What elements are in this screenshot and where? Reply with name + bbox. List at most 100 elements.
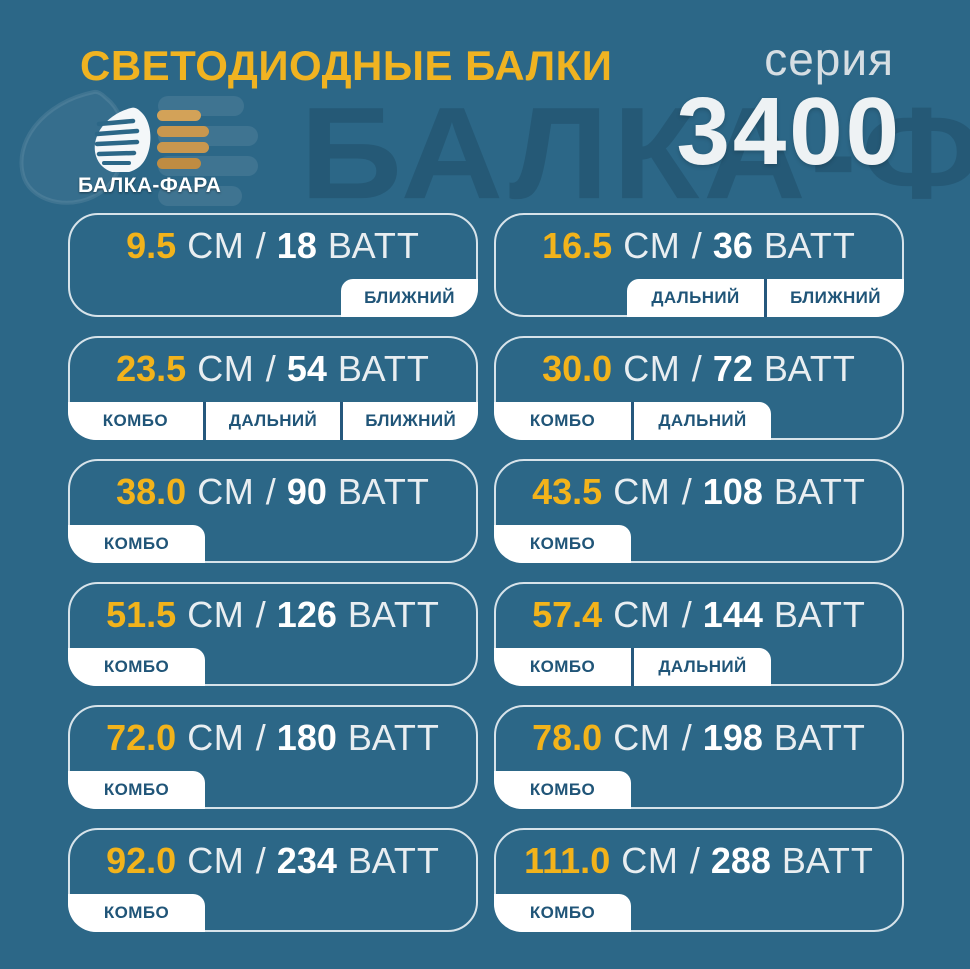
watt-value: 54 [286, 348, 327, 389]
beam-tags: КОМБО [68, 771, 205, 809]
headlight-icon [94, 107, 209, 172]
card-spec: 9.5 СМ / 18 ВАТТ [70, 215, 476, 277]
beam-tag: КОМБО [103, 534, 170, 553]
beam-tag: ДАЛЬНИЙ [651, 288, 740, 307]
beam-tags: КОМБО [68, 894, 205, 932]
product-card: 43.5 СМ / 108 ВАТТ КОМБО [494, 459, 904, 563]
watt-value: 18 [276, 225, 317, 266]
brand-name: БАЛКА-ФАРА [78, 174, 222, 197]
watt-unit: ВАТТ [347, 840, 440, 881]
size-value: 111.0 [524, 840, 611, 881]
product-card: 9.5 СМ / 18 ВАТТ БЛИЖНИЙ [68, 213, 478, 317]
size-unit: СМ [613, 471, 671, 512]
size-unit: СМ [613, 717, 671, 758]
card-spec: 78.0 СМ / 198 ВАТТ [496, 707, 902, 769]
card-spec: 57.4 СМ / 144 ВАТТ [496, 584, 902, 646]
separator: / [691, 348, 702, 389]
watt-unit: ВАТТ [773, 717, 866, 758]
size-unit: СМ [187, 717, 245, 758]
separator: / [255, 225, 266, 266]
size-value: 72.0 [106, 717, 177, 758]
size-value: 43.5 [532, 471, 603, 512]
product-card: 30.0 СМ / 72 ВАТТ КОМБО ДАЛЬНИЙ [494, 336, 904, 440]
beam-tag: БЛИЖНИЙ [340, 402, 478, 440]
watt-value: 288 [710, 840, 771, 881]
size-unit: СМ [623, 348, 681, 389]
watt-value: 36 [712, 225, 753, 266]
beam-tags: КОМБО [68, 525, 205, 563]
product-card: 38.0 СМ / 90 ВАТТ КОМБО [68, 459, 478, 563]
size-unit: СМ [613, 594, 671, 635]
card-spec: 92.0 СМ / 234 ВАТТ [70, 830, 476, 892]
watt-unit: ВАТТ [347, 594, 440, 635]
beam-tag: КОМБО [529, 657, 596, 676]
watt-value: 90 [286, 471, 327, 512]
size-unit: СМ [197, 471, 255, 512]
card-spec: 51.5 СМ / 126 ВАТТ [70, 584, 476, 646]
separator: / [265, 348, 276, 389]
beam-tag: ДАЛЬНИЙ [202, 402, 341, 440]
separator: / [681, 471, 692, 512]
watt-unit: ВАТТ [337, 471, 430, 512]
product-card: 72.0 СМ / 180 ВАТТ КОМБО [68, 705, 478, 809]
beam-tags: ДАЛЬНИЙ БЛИЖНИЙ [627, 279, 904, 317]
watt-value: 198 [702, 717, 763, 758]
series-label: серия [764, 33, 894, 85]
card-spec: 23.5 СМ / 54 ВАТТ [70, 338, 476, 400]
beam-tag: КОМБО [103, 657, 170, 676]
product-card: 92.0 СМ / 234 ВАТТ КОМБО [68, 828, 478, 932]
watt-unit: ВАТТ [347, 717, 440, 758]
watt-value: 72 [712, 348, 753, 389]
watt-unit: ВАТТ [773, 471, 866, 512]
separator: / [255, 594, 266, 635]
watt-unit: ВАТТ [773, 594, 866, 635]
beam-tag: ДАЛЬНИЙ [631, 648, 771, 686]
beam-tag: КОМБО [529, 780, 596, 799]
watt-unit: ВАТТ [763, 348, 856, 389]
card-spec: 16.5 СМ / 36 ВАТТ [496, 215, 902, 277]
beam-tag: КОМБО [103, 780, 170, 799]
watt-value: 108 [702, 471, 763, 512]
separator: / [255, 840, 266, 881]
size-value: 16.5 [542, 225, 613, 266]
size-value: 92.0 [106, 840, 177, 881]
size-value: 57.4 [532, 594, 603, 635]
size-value: 9.5 [126, 225, 177, 266]
product-card: 111.0 СМ / 288 ВАТТ КОМБО [494, 828, 904, 932]
product-card: 51.5 СМ / 126 ВАТТ КОМБО [68, 582, 478, 686]
beam-tags: КОМБО ДАЛЬНИЙ [494, 648, 771, 686]
watt-unit: ВАТТ [763, 225, 856, 266]
separator: / [691, 225, 702, 266]
card-spec: 30.0 СМ / 72 ВАТТ [496, 338, 902, 400]
beam-tags: КОМБО [494, 525, 631, 563]
card-spec: 43.5 СМ / 108 ВАТТ [496, 461, 902, 523]
page-title: СВЕТОДИОДНЫЕ БАЛКИ [80, 42, 613, 89]
watt-value: 234 [276, 840, 337, 881]
size-unit: СМ [197, 348, 255, 389]
brand-logo: БАЛКА-ФАРА [78, 106, 221, 198]
size-unit: СМ [621, 840, 679, 881]
product-card: 16.5 СМ / 36 ВАТТ ДАЛЬНИЙ БЛИЖНИЙ [494, 213, 904, 317]
product-grid: 9.5 СМ / 18 ВАТТ БЛИЖНИЙ 16.5 СМ / 36 ВА… [68, 213, 904, 932]
beam-tag: БЛИЖНИЙ [364, 288, 455, 307]
beam-tag: КОМБО [529, 411, 596, 430]
product-card: 57.4 СМ / 144 ВАТТ КОМБО ДАЛЬНИЙ [494, 582, 904, 686]
separator: / [255, 717, 266, 758]
size-unit: СМ [187, 594, 245, 635]
size-unit: СМ [187, 225, 245, 266]
beam-tag: КОМБО [529, 903, 596, 922]
size-value: 51.5 [106, 594, 177, 635]
separator: / [689, 840, 700, 881]
watt-unit: ВАТТ [337, 348, 430, 389]
beam-tag: КОМБО [102, 411, 168, 430]
beam-tag: БЛИЖНИЙ [764, 279, 904, 317]
beam-tags: КОМБО [68, 648, 205, 686]
beam-tags: БЛИЖНИЙ [341, 279, 478, 317]
product-card: 78.0 СМ / 198 ВАТТ КОМБО [494, 705, 904, 809]
card-spec: 72.0 СМ / 180 ВАТТ [70, 707, 476, 769]
series-number: 3400 [676, 78, 902, 185]
card-spec: 111.0 СМ / 288 ВАТТ [496, 830, 902, 892]
size-value: 30.0 [542, 348, 613, 389]
watt-value: 144 [702, 594, 763, 635]
